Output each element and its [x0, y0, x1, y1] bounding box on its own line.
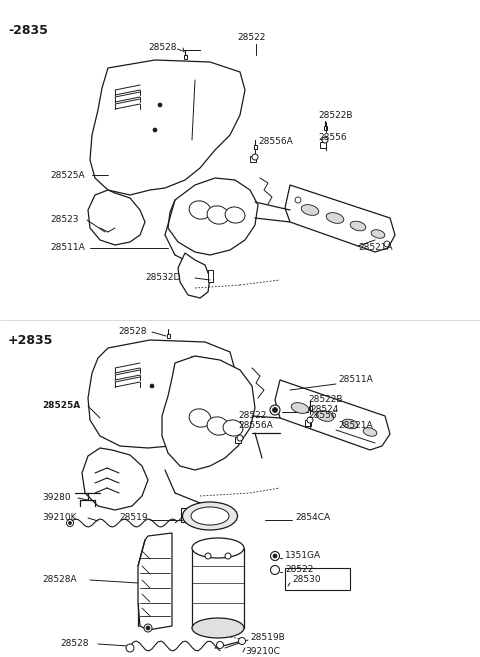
- Polygon shape: [178, 253, 210, 298]
- Text: 28522B: 28522B: [318, 110, 352, 120]
- Text: 28521A: 28521A: [338, 422, 372, 430]
- Text: 28519: 28519: [120, 514, 148, 522]
- Bar: [235, 437, 241, 443]
- Circle shape: [158, 103, 162, 107]
- Circle shape: [295, 197, 301, 203]
- Bar: [181, 508, 187, 522]
- Circle shape: [153, 128, 157, 132]
- Bar: [167, 334, 169, 338]
- Polygon shape: [200, 628, 236, 636]
- Text: 28556A: 28556A: [258, 137, 293, 147]
- Circle shape: [273, 554, 277, 558]
- Bar: [239, 426, 241, 430]
- Polygon shape: [138, 533, 172, 630]
- Text: 28532D: 28532D: [145, 273, 180, 283]
- Bar: [253, 145, 256, 149]
- Circle shape: [146, 626, 150, 630]
- Circle shape: [252, 154, 258, 160]
- Polygon shape: [88, 190, 145, 245]
- Ellipse shape: [350, 221, 366, 231]
- Circle shape: [273, 407, 277, 413]
- Polygon shape: [162, 356, 255, 470]
- Text: 28522: 28522: [238, 34, 266, 43]
- Text: 28521A: 28521A: [358, 244, 393, 252]
- Text: 28528A: 28528A: [42, 576, 77, 585]
- Ellipse shape: [371, 230, 385, 238]
- Ellipse shape: [191, 507, 229, 525]
- Text: 2854CA: 2854CA: [295, 514, 330, 522]
- Circle shape: [225, 553, 231, 559]
- Text: 28528: 28528: [148, 43, 177, 53]
- Circle shape: [239, 637, 245, 645]
- Text: 28511A: 28511A: [50, 244, 85, 252]
- Text: 28522: 28522: [238, 411, 266, 420]
- Ellipse shape: [342, 419, 358, 429]
- Bar: [208, 270, 213, 282]
- Text: 28556A: 28556A: [238, 422, 273, 430]
- Text: 28523: 28523: [50, 215, 79, 225]
- Text: 39210K: 39210K: [42, 514, 76, 522]
- Circle shape: [270, 405, 280, 415]
- Circle shape: [307, 417, 313, 423]
- Ellipse shape: [192, 538, 244, 558]
- Bar: [305, 420, 311, 426]
- Text: 28524: 28524: [310, 405, 338, 415]
- Bar: [285, 568, 350, 590]
- Text: 28528: 28528: [60, 639, 88, 648]
- Circle shape: [271, 551, 279, 560]
- Ellipse shape: [301, 204, 319, 215]
- Ellipse shape: [363, 428, 377, 436]
- Text: -2835: -2835: [8, 24, 48, 37]
- Ellipse shape: [189, 409, 211, 427]
- Text: 28556: 28556: [308, 411, 336, 420]
- Text: 28519B: 28519B: [250, 633, 285, 643]
- Ellipse shape: [225, 207, 245, 223]
- Polygon shape: [168, 178, 258, 255]
- Text: 28511A: 28511A: [338, 376, 373, 384]
- Text: 28522: 28522: [285, 566, 313, 574]
- Polygon shape: [275, 380, 390, 450]
- Circle shape: [271, 566, 279, 574]
- Ellipse shape: [182, 502, 238, 530]
- Circle shape: [69, 522, 72, 524]
- Text: 28556: 28556: [318, 133, 347, 143]
- Text: 28525A: 28525A: [42, 401, 80, 411]
- Text: 28528: 28528: [118, 327, 146, 336]
- Ellipse shape: [189, 201, 211, 219]
- Circle shape: [216, 641, 224, 648]
- Bar: [183, 55, 187, 59]
- Circle shape: [322, 137, 328, 143]
- Bar: [309, 406, 312, 410]
- Bar: [324, 126, 326, 130]
- Text: +2835: +2835: [8, 334, 53, 346]
- Polygon shape: [82, 448, 148, 510]
- Text: 28530: 28530: [292, 576, 321, 585]
- Polygon shape: [90, 60, 245, 195]
- Polygon shape: [88, 340, 235, 448]
- Text: 1351GA: 1351GA: [285, 551, 321, 560]
- Circle shape: [384, 241, 390, 247]
- Ellipse shape: [291, 403, 309, 413]
- Ellipse shape: [207, 206, 229, 224]
- Ellipse shape: [192, 618, 244, 638]
- Ellipse shape: [223, 420, 243, 436]
- Circle shape: [150, 384, 154, 388]
- Text: 39210C: 39210C: [245, 648, 280, 656]
- Ellipse shape: [316, 411, 334, 421]
- Circle shape: [67, 520, 73, 526]
- Ellipse shape: [326, 213, 344, 223]
- Text: 28525A: 28525A: [50, 171, 84, 179]
- Ellipse shape: [207, 417, 229, 435]
- Text: 28522B: 28522B: [308, 396, 343, 405]
- Text: 39280: 39280: [42, 493, 71, 503]
- Circle shape: [205, 553, 211, 559]
- Circle shape: [126, 644, 134, 652]
- Polygon shape: [285, 185, 395, 252]
- Circle shape: [237, 435, 243, 441]
- Bar: [320, 142, 326, 148]
- Bar: [250, 156, 256, 162]
- Circle shape: [144, 624, 152, 632]
